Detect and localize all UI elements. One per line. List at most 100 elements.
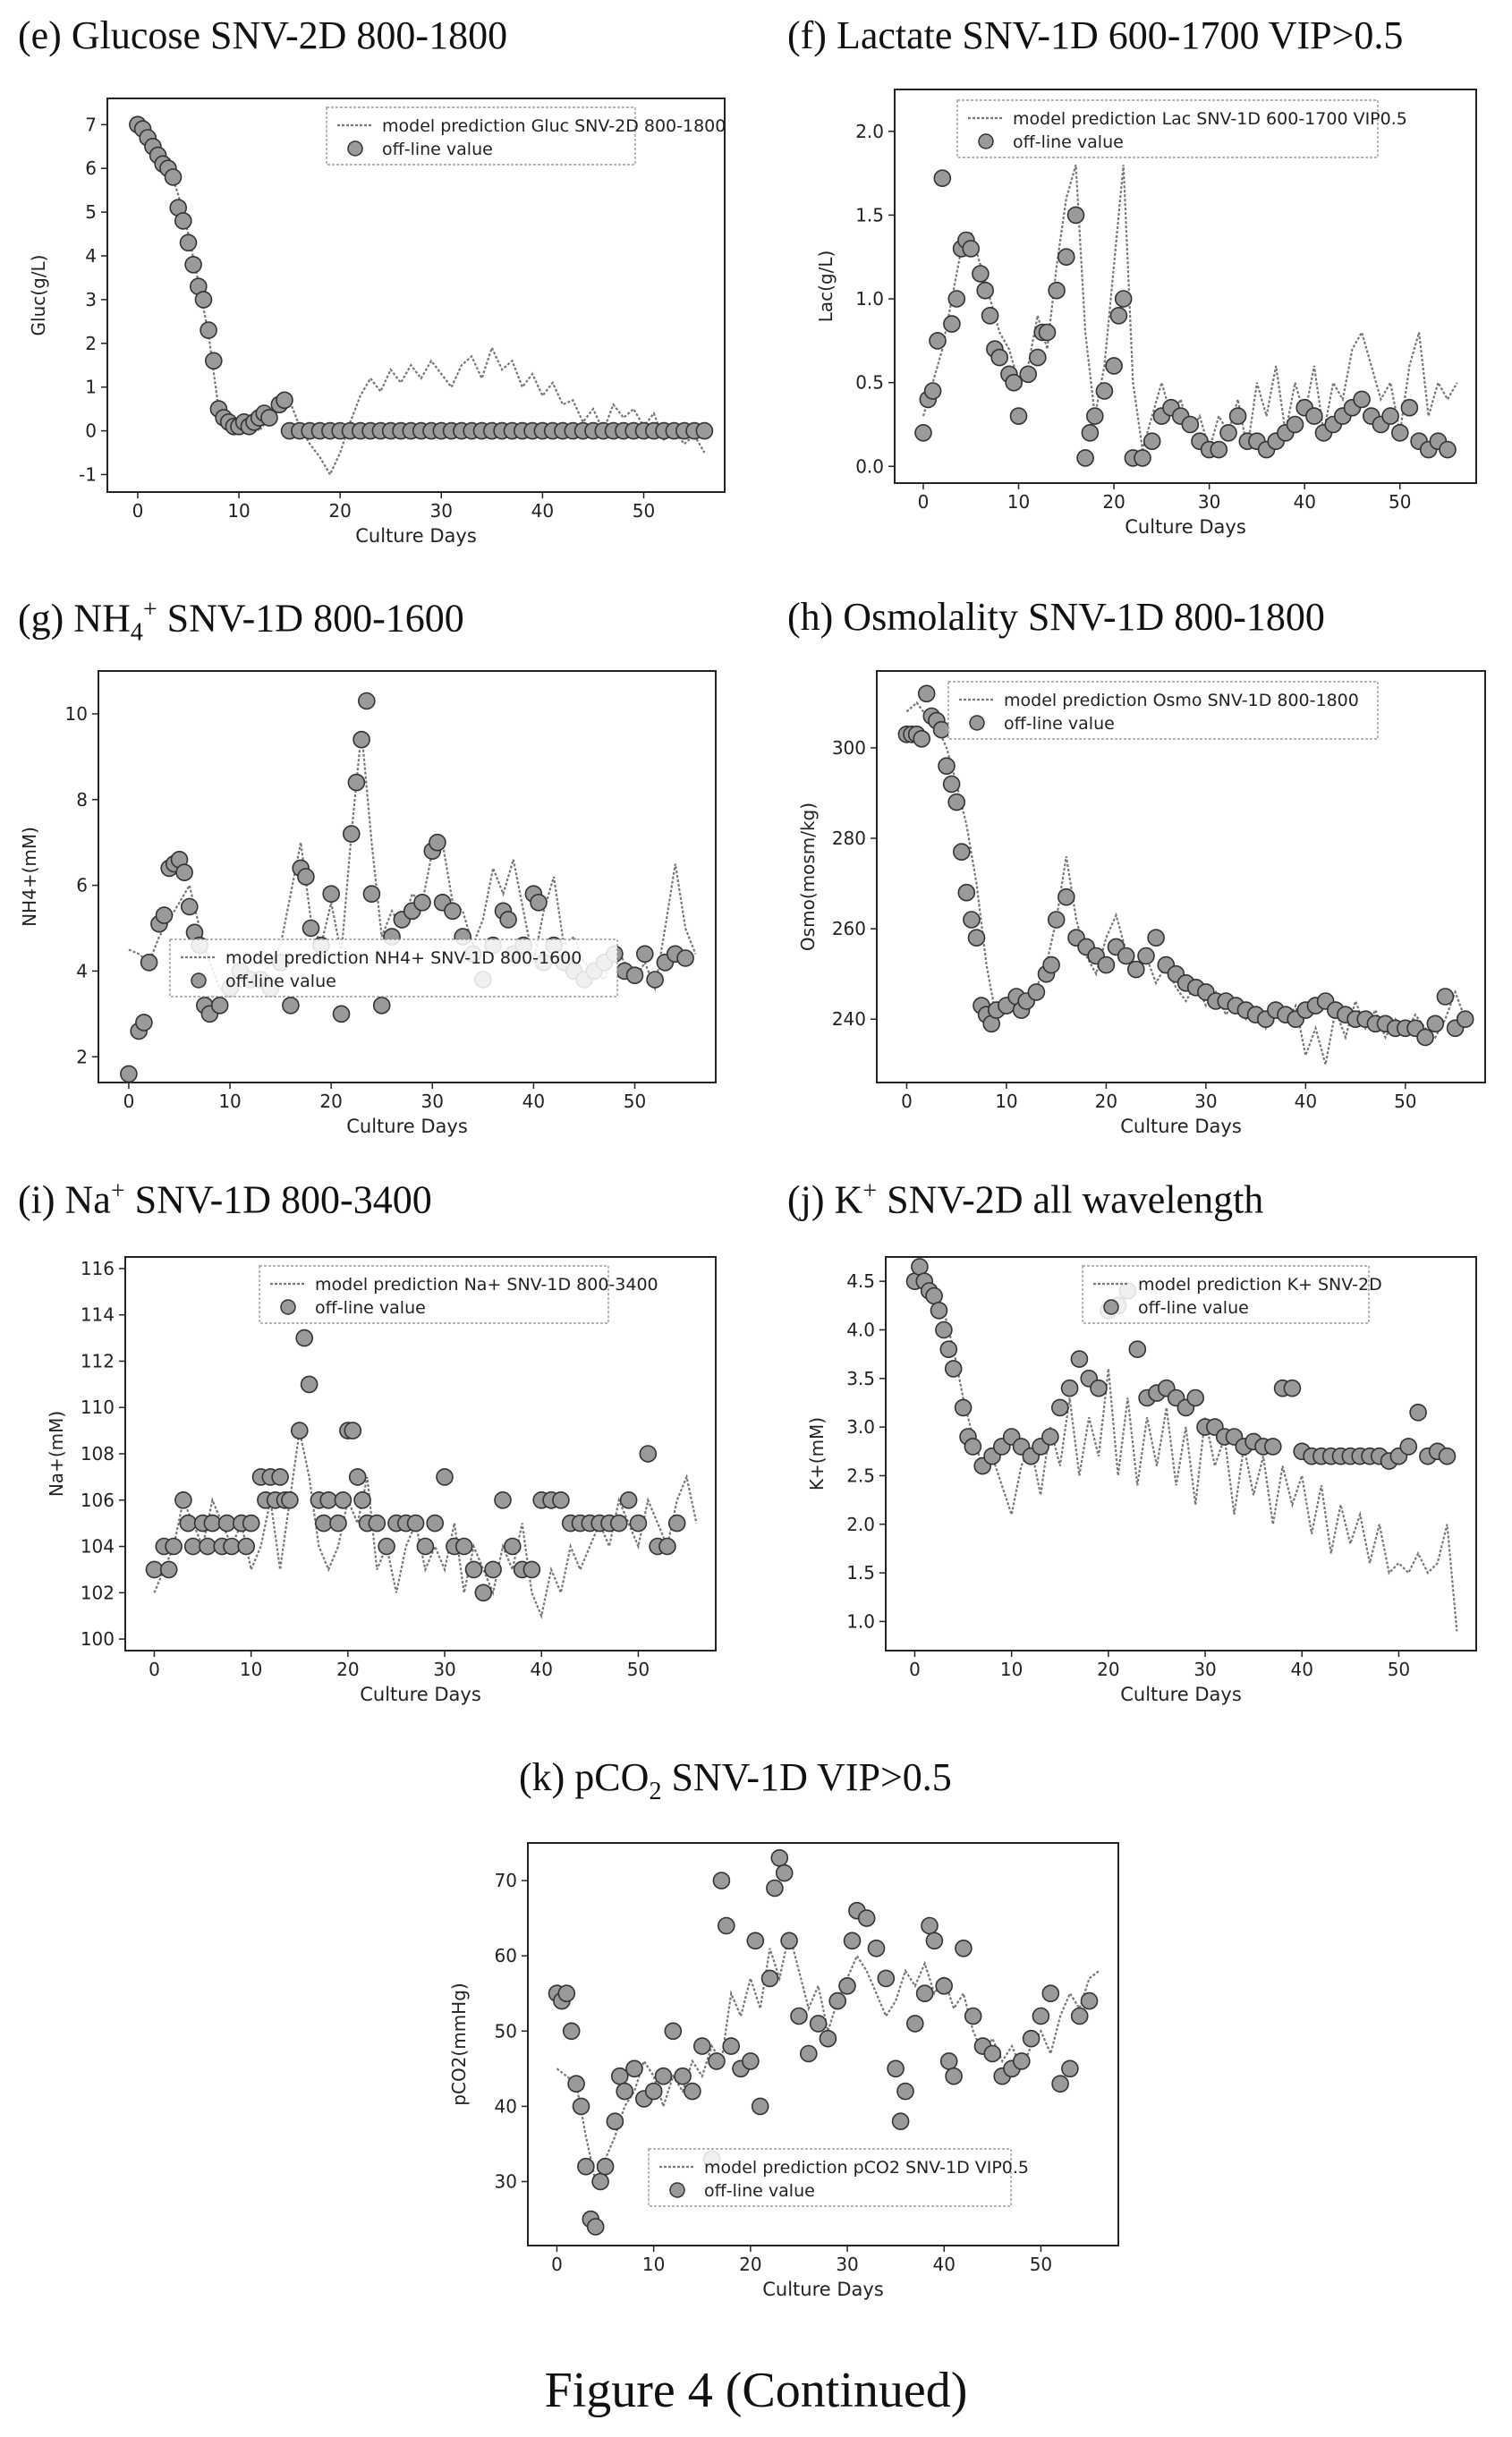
legend: model prediction Na+ SNV-1D 800-3400 off-… <box>259 1265 658 1324</box>
data-point-offline <box>1390 423 1409 442</box>
panel-title-i-sup: + <box>110 1177 125 1205</box>
data-point-offline <box>962 240 980 258</box>
data-point-offline <box>896 2082 914 2101</box>
data-point-offline <box>586 2218 605 2236</box>
data-point-offline <box>1061 2059 1079 2078</box>
data-point-offline <box>913 730 930 748</box>
data-point-offline <box>1051 2075 1069 2093</box>
data-point-offline <box>911 1258 929 1276</box>
data-point-offline <box>646 971 664 989</box>
data-point-offline <box>290 1422 309 1439</box>
y-tick-label: 110 <box>81 1397 115 1418</box>
panel-title-g-sup: + <box>142 596 157 624</box>
x-axis-label: Culture Days <box>1120 1116 1242 1137</box>
y-tick-label: 4.5 <box>846 1270 875 1292</box>
panel-title-j-sup: + <box>862 1177 878 1205</box>
y-tick-label: 2 <box>85 333 97 354</box>
data-point-offline <box>775 1864 794 1882</box>
chart-potassium: 0 10 20 30 40 50 1.0 1.5 2.0 2.5 3.0 3.5 4.0 4.5 Cultu… <box>806 1256 1477 1705</box>
data-point-offline <box>938 757 956 775</box>
series-line-prediction <box>913 1280 1458 1632</box>
legend-box <box>169 938 618 998</box>
panel-title-g-text: (g) NH <box>18 596 131 641</box>
panel-title-e: (e) Glucose SNV-2D 800-1800 <box>18 16 507 55</box>
legend-box <box>326 106 636 166</box>
legend-box <box>947 681 1379 740</box>
data-point-offline <box>120 1065 138 1083</box>
data-point-offline <box>1283 1379 1302 1397</box>
data-point-offline <box>557 1984 576 2002</box>
y-tick-label: 0.0 <box>855 455 884 477</box>
y-tick-label: 6 <box>85 157 97 179</box>
data-point-offline <box>135 1014 153 1032</box>
data-point-offline <box>964 2007 982 2025</box>
data-point-offline <box>877 1969 896 1988</box>
data-point-offline <box>809 2015 828 2033</box>
data-point-offline <box>552 1490 570 1509</box>
y-tick-label: 280 <box>832 828 866 849</box>
panel-title-j: (j) K+ SNV-2D all wavelength <box>787 1179 1263 1220</box>
chart-sodium: 0 10 20 30 40 50 100 102 104 106 108 110 112 114 116 Cu… <box>46 1256 717 1705</box>
data-point-offline <box>629 1514 648 1533</box>
data-point-offline <box>1142 432 1161 451</box>
data-point-offline <box>760 1969 779 1988</box>
legend-label-prediction: model prediction pCO2 SNV-1D VIP0.5 <box>704 2158 1029 2178</box>
data-point-offline <box>654 2067 673 2085</box>
data-point-offline <box>199 1537 217 1556</box>
data-point-offline <box>981 307 999 325</box>
data-point-offline <box>1022 2029 1041 2048</box>
data-point-offline <box>939 1340 958 1358</box>
data-point-offline <box>1076 449 1094 467</box>
y-tick-label: 108 <box>81 1443 115 1465</box>
legend-label-prediction: model prediction Osmo SNV-1D 800-1800 <box>1004 691 1359 710</box>
legend-marker-swatch <box>969 715 985 731</box>
legend-label-prediction: model prediction Na+ SNV-1D 800-3400 <box>315 1275 658 1295</box>
data-point-offline <box>658 1537 676 1556</box>
x-tick-label: 40 <box>531 1659 553 1680</box>
data-point-offline <box>1097 955 1116 974</box>
data-point-offline <box>944 1360 963 1378</box>
x-tick-label: 30 <box>1194 1091 1217 1112</box>
data-point-offline <box>1060 1379 1079 1397</box>
data-point-offline <box>145 1560 164 1579</box>
data-point-offline <box>712 1872 731 1889</box>
legend: model prediction Osmo SNV-1D 800-1800 off… <box>947 681 1379 740</box>
data-point-offline <box>616 2082 633 2101</box>
data-point-offline <box>1047 911 1066 929</box>
data-point-offline <box>282 996 300 1015</box>
panel-title-i-text: (i) Na <box>18 1177 111 1222</box>
panel-title-h-text: (h) Osmolality SNV-1D 800-1800 <box>787 595 1325 639</box>
data-point-offline <box>174 212 192 230</box>
data-point-offline <box>1005 373 1023 392</box>
data-point-offline <box>692 2037 711 2055</box>
panel-title-g-rest: SNV-1D 800-1600 <box>157 596 464 641</box>
data-point-offline <box>353 730 370 749</box>
panel-title-k-text: (k) pCO <box>519 1755 650 1799</box>
legend: model prediction NH4+ SNV-1D 800-1600 off… <box>169 938 618 998</box>
data-point-offline <box>203 1514 222 1533</box>
x-tick-label: 0 <box>918 491 930 513</box>
data-point-offline <box>319 1490 338 1509</box>
legend-box <box>648 2148 1012 2207</box>
y-axis-label: Lac(g/L) <box>815 250 837 323</box>
data-point-offline <box>933 169 952 187</box>
data-point-offline <box>954 1398 973 1417</box>
y-tick-label: 4 <box>85 245 97 267</box>
figure-caption: Figure 4 (Continued) <box>544 2363 968 2418</box>
data-point-offline <box>1416 1028 1434 1047</box>
data-point-offline <box>165 1537 183 1556</box>
data-point-offline <box>664 2022 683 2041</box>
chart-ammonium: 0 10 20 30 40 50 2 4 6 8 10 Culture Days NH4+(mM) mod… <box>19 670 717 1137</box>
y-tick-label: 40 <box>495 2095 517 2117</box>
data-point-offline <box>972 265 990 283</box>
data-point-offline <box>1009 407 1028 425</box>
panel-title-f-text: (f) Lactate SNV-1D 600-1700 VIP>0.5 <box>787 13 1404 57</box>
data-point-offline <box>183 1537 202 1556</box>
data-point-offline <box>300 1375 319 1394</box>
y-tick-label: 240 <box>832 1008 866 1030</box>
x-axis-label: Culture Days <box>355 525 477 547</box>
x-tick-label: 30 <box>1193 1659 1216 1680</box>
data-point-offline <box>322 885 341 903</box>
data-point-offline <box>175 863 193 881</box>
data-point-offline <box>1012 2052 1031 2070</box>
